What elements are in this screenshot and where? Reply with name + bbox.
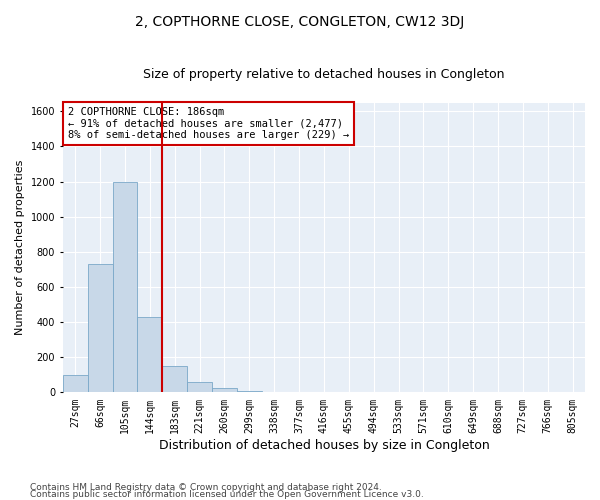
Text: Contains HM Land Registry data © Crown copyright and database right 2024.: Contains HM Land Registry data © Crown c… — [30, 484, 382, 492]
Bar — [162, 366, 187, 392]
Bar — [137, 317, 162, 392]
Bar — [88, 264, 113, 392]
Text: 2, COPTHORNE CLOSE, CONGLETON, CW12 3DJ: 2, COPTHORNE CLOSE, CONGLETON, CW12 3DJ — [136, 15, 464, 29]
Text: 2 COPTHORNE CLOSE: 186sqm
← 91% of detached houses are smaller (2,477)
8% of sem: 2 COPTHORNE CLOSE: 186sqm ← 91% of detac… — [68, 107, 349, 140]
Title: Size of property relative to detached houses in Congleton: Size of property relative to detached ho… — [143, 68, 505, 80]
Bar — [237, 390, 262, 392]
Text: Contains public sector information licensed under the Open Government Licence v3: Contains public sector information licen… — [30, 490, 424, 499]
X-axis label: Distribution of detached houses by size in Congleton: Distribution of detached houses by size … — [158, 440, 489, 452]
Bar — [113, 182, 137, 392]
Bar — [212, 388, 237, 392]
Bar — [63, 375, 88, 392]
Y-axis label: Number of detached properties: Number of detached properties — [15, 160, 25, 335]
Bar — [187, 382, 212, 392]
